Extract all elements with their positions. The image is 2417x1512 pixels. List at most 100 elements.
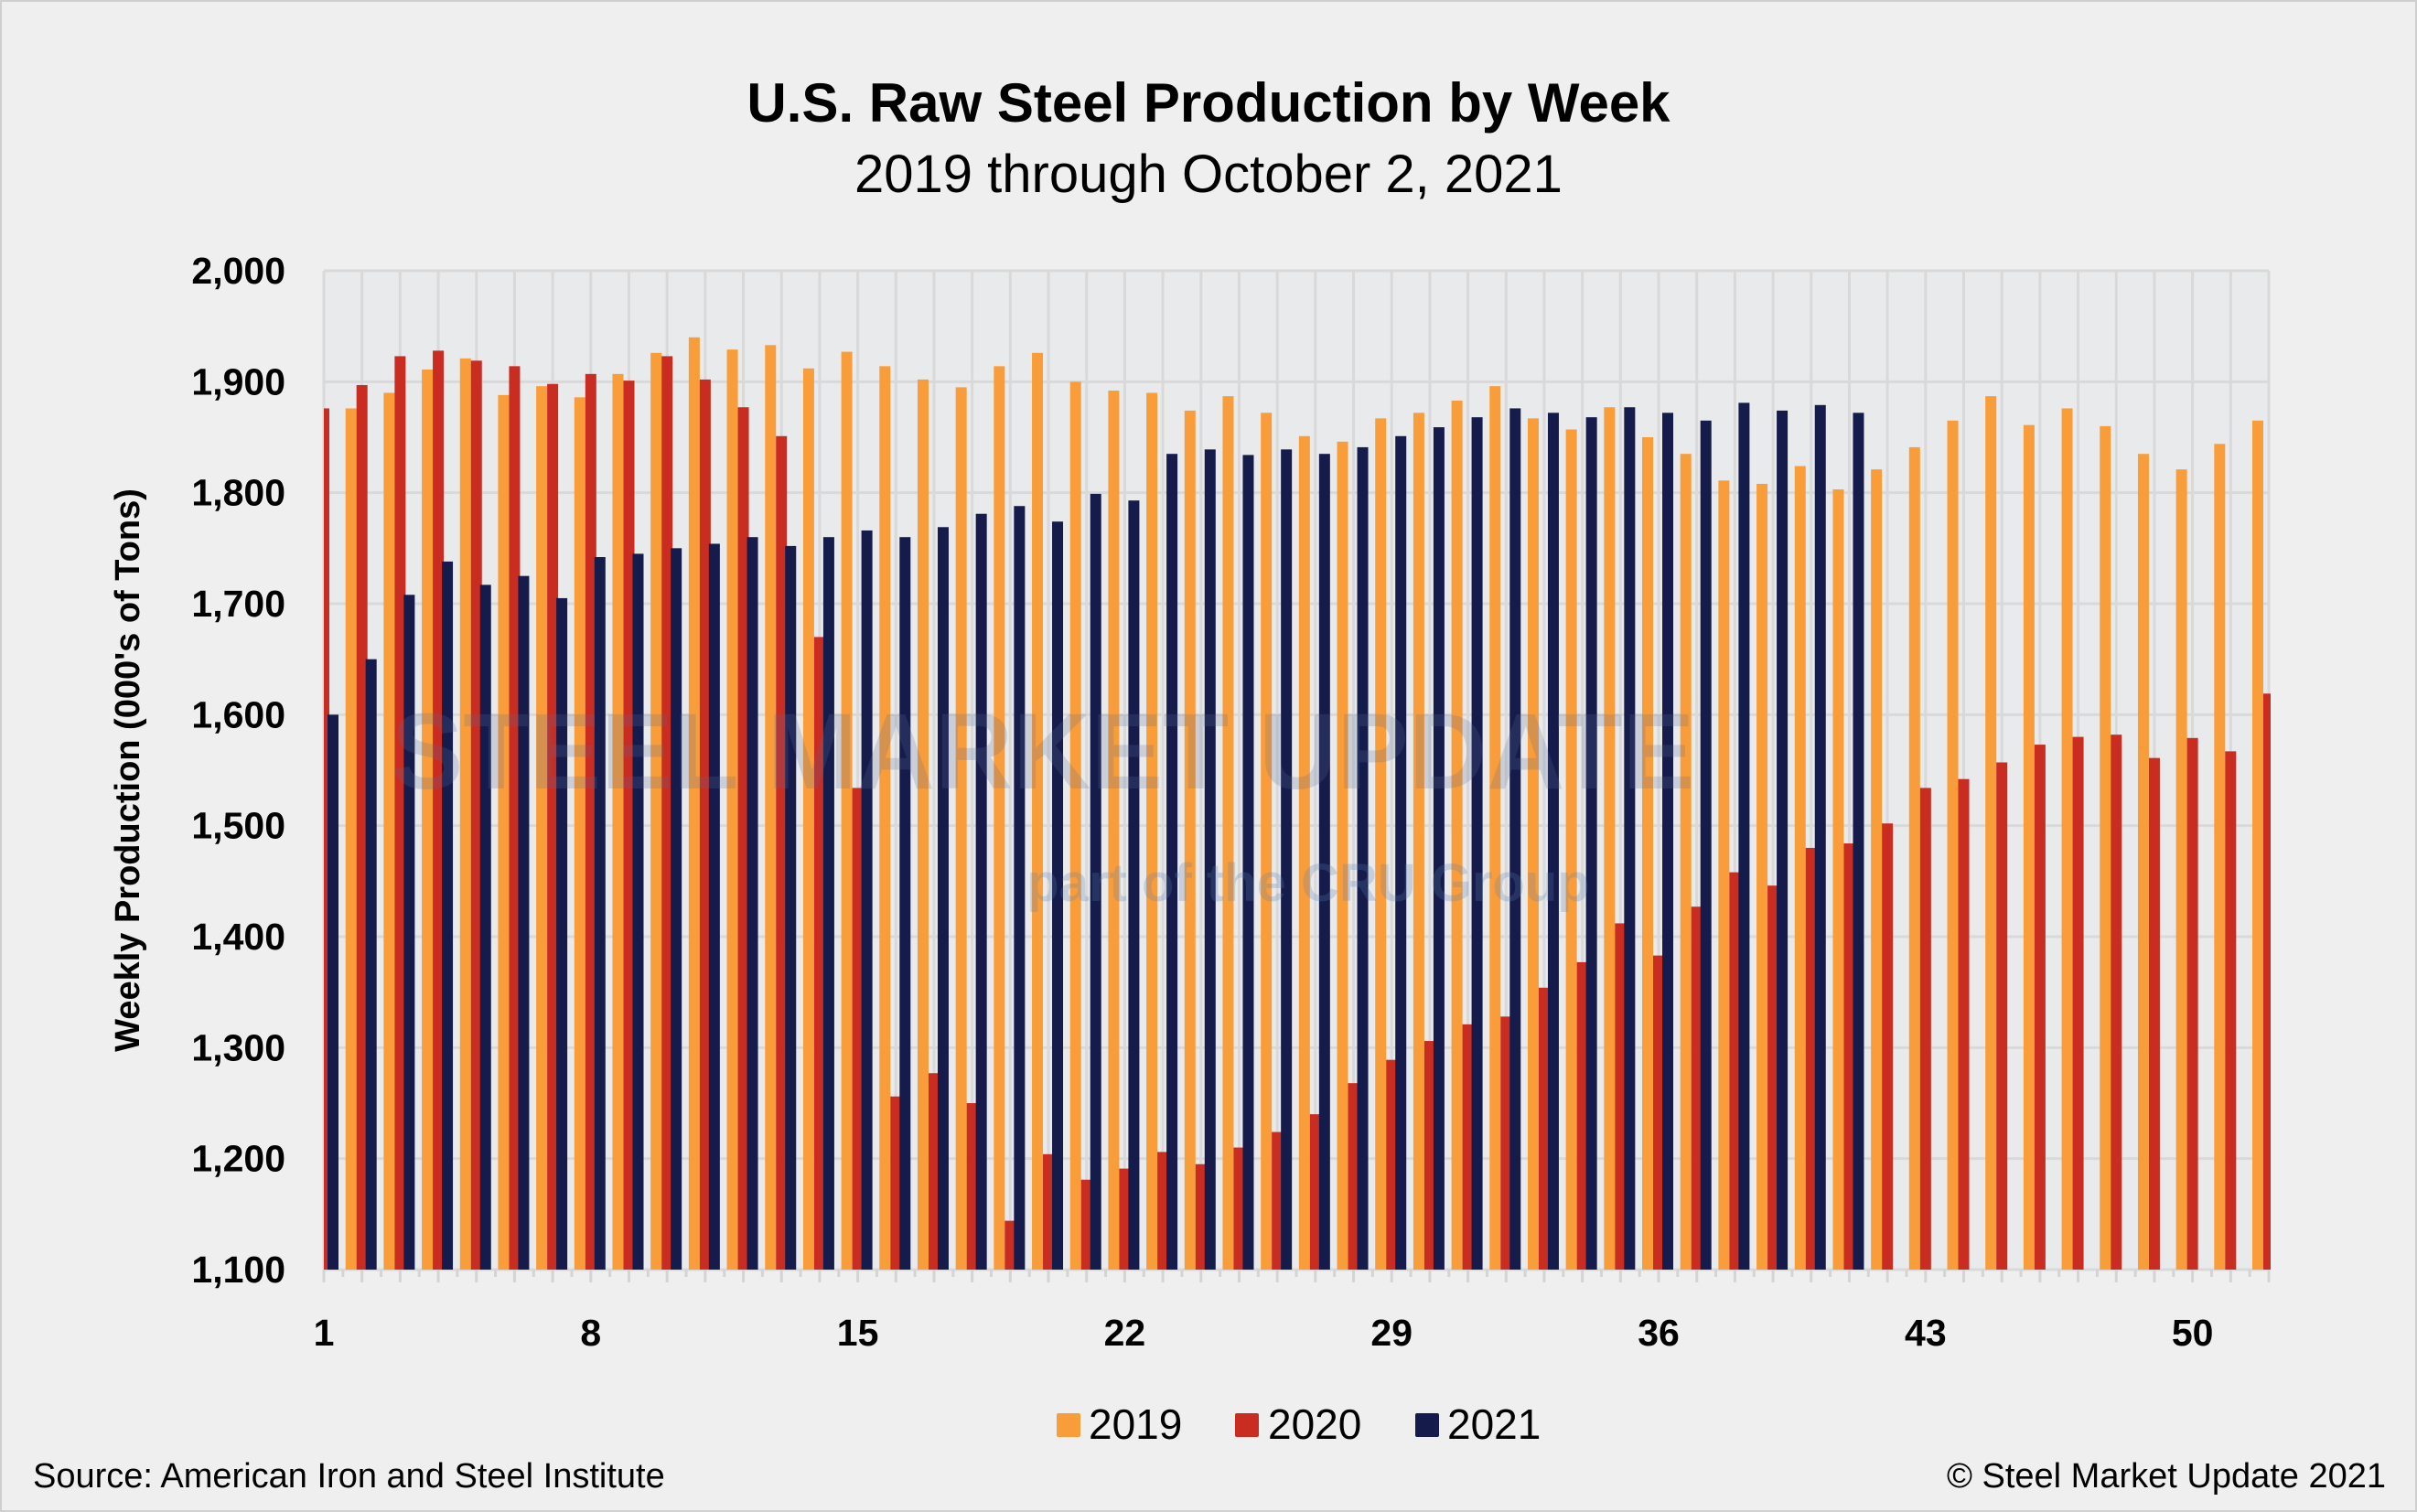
legend: 2019 2020 2021 xyxy=(1057,1400,1541,1448)
y-tick-label: 1,500 xyxy=(191,805,285,847)
bar-2020-week-29 xyxy=(1386,1059,1398,1270)
bar-2021-week-29 xyxy=(1395,435,1407,1271)
bar-2021-week-33 xyxy=(1547,413,1559,1271)
bar-2020-week-38 xyxy=(1729,872,1741,1270)
watermark-line2: part of the CRU Group xyxy=(1026,853,1589,913)
bar-2020-week-32 xyxy=(1500,1016,1512,1270)
bar-2019-week-49 xyxy=(2137,454,2149,1270)
legend-item-2021: 2021 xyxy=(1415,1400,1541,1448)
y-tick-label: 2,000 xyxy=(191,250,285,292)
bar-2020-week-52 xyxy=(2263,693,2271,1270)
bar-2020-week-22 xyxy=(1119,1168,1131,1270)
bar-2021-week-7 xyxy=(556,597,568,1270)
bar-2019-week-14 xyxy=(802,368,814,1271)
y-axis-label: Weekly Production (000's of Tons) xyxy=(109,488,147,1052)
bar-2020-week-8 xyxy=(585,373,596,1271)
bar-2020-week-48 xyxy=(2111,735,2122,1270)
bar-2019-week-28 xyxy=(1337,441,1348,1270)
bar-2019-week-18 xyxy=(955,387,967,1270)
bar-2020-week-37 xyxy=(1691,906,1703,1270)
bar-2019-week-39 xyxy=(1756,483,1768,1270)
y-tick-label: 1,600 xyxy=(191,693,285,735)
y-tick-label: 1,800 xyxy=(191,472,285,514)
bar-2019-week-8 xyxy=(574,397,585,1270)
bar-2021-week-12 xyxy=(747,537,758,1270)
bar-2019-week-43 xyxy=(1908,446,1920,1270)
bar-2021-week-15 xyxy=(861,530,873,1270)
bar-2019-week-47 xyxy=(2061,408,2073,1270)
bar-2020-week-40 xyxy=(1805,847,1817,1270)
y-tick-label: 1,900 xyxy=(191,360,285,402)
bar-2021-week-28 xyxy=(1357,446,1369,1270)
bar-2019-week-31 xyxy=(1451,400,1463,1271)
bar-2021-week-5 xyxy=(479,584,491,1270)
bar-2020-week-7 xyxy=(547,383,559,1270)
bar-2019-week-42 xyxy=(1871,469,1883,1270)
bar-2020-week-3 xyxy=(394,356,406,1271)
legend-label-2020: 2020 xyxy=(1268,1400,1361,1448)
bar-2020-week-49 xyxy=(2148,757,2160,1270)
bar-2020-week-10 xyxy=(661,356,673,1271)
bar-2021-week-32 xyxy=(1509,408,1521,1270)
bar-2021-week-40 xyxy=(1814,404,1826,1270)
y-axis-ticks: 1,100 1,200 1,300 1,400 1,500 1,600 1,700 1,800… xyxy=(191,250,285,1291)
bar-2019-week-51 xyxy=(2214,444,2226,1270)
bar-2020-week-27 xyxy=(1309,1114,1321,1270)
bar-2019-week-41 xyxy=(1832,489,1844,1270)
bar-2021-week-6 xyxy=(518,575,530,1270)
bar-2019-week-5 xyxy=(459,358,471,1270)
bar-2019-week-20 xyxy=(1032,352,1044,1271)
bar-2021-week-1 xyxy=(328,714,338,1270)
bar-2021-week-11 xyxy=(708,543,720,1270)
bar-2019-week-35 xyxy=(1604,407,1616,1270)
bar-2019-week-13 xyxy=(765,345,777,1270)
bar-2019-week-12 xyxy=(726,349,738,1270)
bar-2020-week-25 xyxy=(1233,1147,1245,1270)
bar-2020-week-17 xyxy=(928,1073,940,1270)
x-tick-label: 15 xyxy=(837,1312,879,1354)
bar-2021-week-38 xyxy=(1738,402,1750,1270)
bar-2019-week-11 xyxy=(688,337,700,1270)
x-axis-ticks: 1 8 15 22 29 36 43 50 xyxy=(314,1270,2271,1354)
bar-2019-week-19 xyxy=(994,366,1005,1270)
x-tick-label: 50 xyxy=(2172,1312,2214,1354)
chart-title: U.S. Raw Steel Production by Week xyxy=(747,72,1670,134)
bar-2019-week-7 xyxy=(536,386,548,1271)
bar-2021-week-8 xyxy=(594,557,606,1270)
legend-swatch-2020 xyxy=(1235,1413,1259,1437)
bar-2020-week-24 xyxy=(1195,1163,1207,1270)
bar-2019-week-30 xyxy=(1413,413,1424,1271)
bar-2020-week-13 xyxy=(776,435,788,1271)
bar-2020-week-45 xyxy=(1996,762,2008,1270)
bar-2021-week-25 xyxy=(1242,455,1254,1270)
legend-label-2021: 2021 xyxy=(1447,1400,1541,1448)
bar-2020-week-21 xyxy=(1080,1179,1092,1270)
bar-2019-week-24 xyxy=(1184,410,1196,1270)
bar-2019-week-46 xyxy=(2023,424,2035,1270)
bar-2020-week-41 xyxy=(1843,843,1855,1270)
bar-2021-week-36 xyxy=(1662,413,1674,1271)
legend-label-2019: 2019 xyxy=(1089,1400,1182,1448)
bar-2020-week-26 xyxy=(1272,1131,1284,1270)
bar-2019-week-34 xyxy=(1565,429,1577,1270)
y-tick-label: 1,300 xyxy=(191,1026,285,1068)
bar-2019-week-15 xyxy=(841,351,853,1270)
bar-2020-week-18 xyxy=(966,1103,978,1270)
bar-2021-week-22 xyxy=(1128,500,1140,1270)
bar-2021-week-14 xyxy=(822,537,834,1270)
x-tick-label: 43 xyxy=(1905,1312,1947,1354)
bar-2020-week-11 xyxy=(699,379,711,1270)
bar-2019-week-38 xyxy=(1718,480,1730,1270)
bar-2019-week-27 xyxy=(1298,435,1310,1271)
bar-2020-week-14 xyxy=(813,637,825,1270)
bar-2021-week-4 xyxy=(442,561,454,1270)
bar-2021-week-23 xyxy=(1166,454,1178,1270)
y-tick-label: 1,400 xyxy=(191,916,285,958)
bar-2019-week-25 xyxy=(1222,396,1234,1270)
x-tick-label: 8 xyxy=(580,1312,601,1354)
x-tick-label: 1 xyxy=(314,1312,335,1354)
bar-2020-week-5 xyxy=(470,360,482,1270)
bar-2021-week-10 xyxy=(671,548,682,1270)
bar-2020-week-1 xyxy=(324,408,329,1270)
